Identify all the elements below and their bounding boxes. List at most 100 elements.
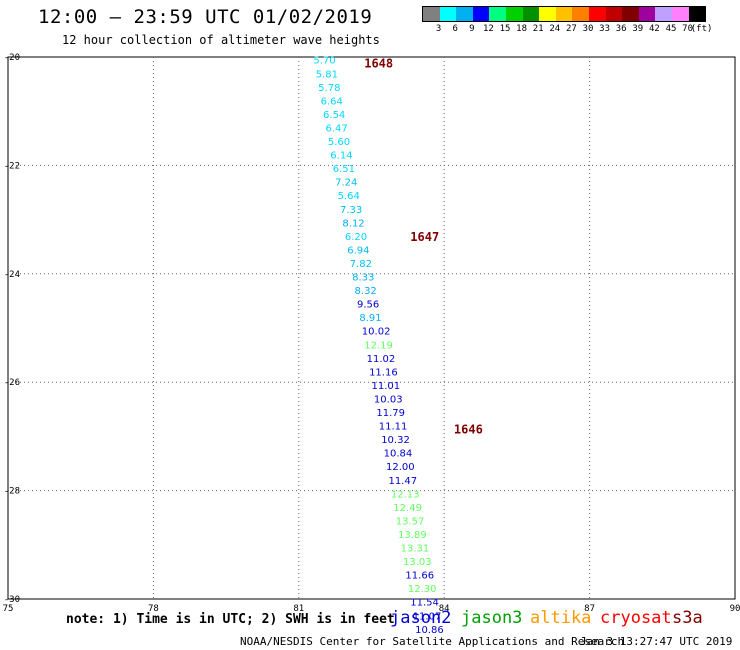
colorbar-swatch	[539, 7, 556, 21]
colorbar-swatch	[423, 7, 440, 21]
colorbar-label: 21	[532, 24, 544, 34]
wave-height-value: 6.54	[323, 110, 345, 121]
wave-height-value: 10.86	[415, 625, 444, 636]
wave-height-value: 11.02	[367, 354, 396, 365]
wave-height-value: 10.03	[374, 394, 403, 405]
x-tick-label: 78	[148, 604, 159, 614]
wave-height-value: 5.81	[316, 69, 338, 80]
wave-height-value: 13.31	[401, 544, 430, 555]
wave-height-value: 11.01	[372, 381, 401, 392]
colorbar-swatch	[456, 7, 473, 21]
colorbar-swatch	[622, 7, 639, 21]
x-tick-label: 81	[293, 604, 304, 614]
colorbar-label: 36	[615, 24, 627, 34]
wave-height-value: 10.32	[381, 435, 410, 446]
colorbar-label: 18	[516, 24, 528, 34]
x-tick-label: 90	[730, 604, 740, 614]
wave-height-value: 11.79	[376, 408, 405, 419]
wave-height-value: 7.33	[340, 205, 362, 216]
colorbar-label: 15	[499, 24, 511, 34]
colorbar-swatch	[671, 7, 689, 21]
wave-height-value: 11.54	[410, 598, 439, 609]
wave-height-value: 12.49	[393, 503, 422, 514]
wave-height-value: 8.33	[352, 273, 374, 284]
legend-altika: altika	[530, 608, 592, 628]
wave-height-value: 8.32	[355, 286, 377, 297]
wave-height-value: 8.91	[359, 313, 381, 324]
wave-height-value: 6.64	[321, 96, 343, 107]
wave-height-value: 6.14	[330, 151, 352, 162]
colorbar-swatch	[472, 7, 490, 21]
y-tick-label: -24	[4, 270, 20, 280]
wave-height-value: 6.20	[345, 232, 367, 243]
colorbar-swatches	[422, 6, 707, 22]
colorbar-swatch	[605, 7, 623, 21]
y-tick-label: -28	[4, 487, 20, 497]
wave-height-value: 13.89	[398, 530, 427, 541]
wave-height-value: 5.78	[318, 83, 340, 94]
colorbar-swatch	[505, 7, 523, 21]
x-tick-label: 75	[3, 604, 14, 614]
colorbar-swatch	[439, 7, 457, 21]
footer-note: note: 1) Time is in UTC; 2) SWH is in fe…	[66, 612, 395, 627]
y-tick-label: -22	[4, 161, 20, 171]
wave-height-value: 7.24	[335, 178, 357, 189]
wave-height-value: 9.56	[357, 300, 379, 311]
pass-number-label: 1646	[454, 422, 483, 436]
plot-frame	[7, 56, 736, 600]
generated-timestamp: Jan 3 13:27:47 UTC 2019	[580, 635, 733, 648]
colorbar-unit: (ft)	[690, 24, 713, 34]
legend-cryosat: cryosat	[600, 608, 672, 628]
x-tick-label: 84	[439, 604, 450, 614]
colorbar-label: 27	[565, 24, 577, 34]
legend-jason3: jason3	[461, 608, 523, 628]
colorbar-label: 30	[582, 24, 594, 34]
map-subtitle: 12 hour collection of altimeter wave hei…	[62, 33, 380, 47]
wave-height-value: 13.03	[403, 557, 432, 568]
wave-height-value: 11.47	[388, 476, 417, 487]
colorbar-label: 24	[549, 24, 561, 34]
colorbar-swatch	[638, 7, 656, 21]
colorbar-swatch	[588, 7, 606, 21]
colorbar-label: 45	[665, 24, 677, 34]
legend-s3a: s3a	[672, 608, 703, 628]
colorbar-label: 42	[648, 24, 660, 34]
colorbar-label: 6	[452, 24, 458, 34]
wave-height-value: 5.70	[313, 56, 335, 67]
colorbar-swatch	[688, 7, 706, 21]
colorbar-swatch	[555, 7, 573, 21]
map-title: 12:00 — 23:59 UTC 01/02/2019	[38, 6, 373, 28]
wave-height-value: 5.64	[338, 191, 360, 202]
wave-height-value: 10.02	[362, 327, 391, 338]
wave-height-value: 6.47	[325, 123, 347, 134]
x-tick-label: 87	[584, 604, 595, 614]
colorbar-label: 70	[682, 24, 694, 34]
colorbar-labels: 3 6 9 12 15 18 21 24 27 30 33 36 39 42 45 70 (ft)	[422, 22, 713, 34]
wave-height-value: 11.66	[405, 571, 434, 582]
colorbar-swatch	[572, 7, 589, 21]
wave-height-colorbar: 3 6 9 12 15 18 21 24 27 30 33 36 39 42 45 70 (ft)	[422, 6, 713, 34]
wave-height-value: 12.30	[408, 584, 437, 595]
y-tick-label: -26	[4, 378, 20, 388]
y-tick-label: -20	[4, 53, 20, 63]
colorbar-swatch	[655, 7, 672, 21]
wave-height-value: 7.82	[350, 259, 372, 270]
wave-height-value: 12.13	[391, 489, 420, 500]
wave-height-value: 13.57	[396, 516, 425, 527]
colorbar-label: 12	[482, 24, 494, 34]
wave-height-value: 6.94	[347, 245, 369, 256]
pass-number-label: 1647	[410, 230, 439, 244]
wave-height-value: 6.51	[333, 164, 355, 175]
wave-height-value: 10.84	[384, 449, 413, 460]
wave-height-value: 8.12	[342, 218, 364, 229]
colorbar-label: 39	[632, 24, 644, 34]
credit-text: NOAA/NESDIS Center for Satellite Applica…	[240, 635, 625, 648]
wave-height-value: 11.07	[413, 611, 442, 622]
colorbar-label: 3	[435, 24, 442, 34]
y-tick-label: -30	[4, 595, 20, 605]
colorbar-label: 33	[599, 24, 611, 34]
wave-height-value: 5.60	[328, 137, 350, 148]
wave-height-value: 11.16	[369, 367, 398, 378]
legend-jason2: jason2	[390, 608, 452, 628]
